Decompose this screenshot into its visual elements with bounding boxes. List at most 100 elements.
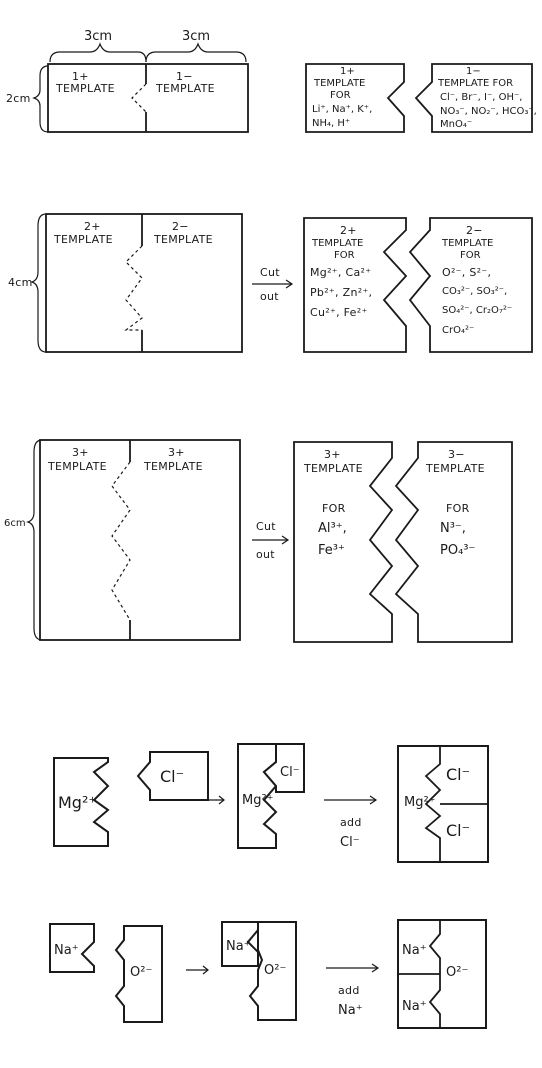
svg-text:Pb²⁺, Zn²⁺,: Pb²⁺, Zn²⁺, [310,286,372,299]
svg-text:2−: 2− [466,224,483,237]
dim-width-left: 3cm [84,29,112,44]
template-rect [39,439,241,641]
cut-1minus-text: 1− TEMPLATE FOR Cl⁻, Br⁻, I⁻, OH⁻, NO₃⁻,… [437,66,537,130]
template-rect [47,63,249,133]
blank-right-template: TEMPLATE [155,82,215,95]
blank-right-template: TEMPLATE [153,233,213,246]
svg-text:PO₄³⁻: PO₄³⁻ [440,543,475,558]
add-ion-label: Na⁺ [338,1003,363,1018]
mg-label-combined: Mg²⁺ [242,793,274,808]
cut-piece-2plus [303,217,408,353]
svg-text:Mg²⁺, Ca²⁺: Mg²⁺, Ca²⁺ [310,266,371,279]
cut-line [124,245,143,331]
blank-right-charge: 2− [172,220,189,233]
cut-3minus-text: 3− TEMPLATE FOR N³⁻, PO₄³⁻ [425,448,485,558]
cut-piece-3minus [394,441,513,643]
cl-label-combined: Cl⁻ [280,765,300,780]
o-label-final: O²⁻ [446,965,468,980]
cl-label: Cl⁻ [160,767,184,786]
arrow-label-cut: Cut [256,520,276,533]
arrow-label-cut: Cut [260,266,280,279]
svg-text:Li⁺, Na⁺, K⁺,: Li⁺, Na⁺, K⁺, [312,104,372,115]
svg-text:SO₄²⁻, Cr₂O₇²⁻: SO₄²⁻, Cr₂O₇²⁻ [442,305,512,316]
cl-label-final-2: Cl⁻ [446,821,470,840]
add-ion-label: Cl⁻ [340,835,360,850]
svg-text:TEMPLATE: TEMPLATE [311,238,363,249]
svg-text:FOR: FOR [334,250,355,261]
svg-text:FOR: FOR [446,502,470,515]
template-rect [45,213,243,353]
cut-line [111,461,131,621]
svg-text:Cu²⁺, Fe²⁺: Cu²⁺, Fe²⁺ [310,306,368,319]
dim-height: 6cm [4,518,26,529]
dim-height: 2cm [6,92,31,105]
svg-text:TEMPLATE: TEMPLATE [441,238,493,249]
dim-height: 4cm [8,276,33,289]
cl-tile-combined [262,743,305,793]
svg-text:1+: 1+ [340,66,355,77]
na-label-combined: Na⁺ [226,939,251,954]
blank-left-template: TEMPLATE [53,233,113,246]
height-brace [26,439,43,641]
mg-label: Mg²⁺ [58,793,97,812]
cut-1plus-text: 1+ TEMPLATE FOR Li⁺, Na⁺, K⁺, NH₄, H⁺ [312,66,372,129]
o-tile-combined [248,921,297,1021]
blank-right-charge: 1− [176,70,193,83]
height-brace [32,65,49,133]
row-3-cut-arrow: Cut out [252,520,290,561]
svg-text:3−: 3− [448,448,465,461]
mg-label-final: Mg²⁺ [404,795,436,810]
row-2-blank-template: 4cm 2+ TEMPLATE 2− TEMPLATE [8,213,243,353]
height-brace [30,213,47,353]
row-2-cut-templates: 2+ TEMPLATE FOR Mg²⁺, Ca²⁺ Pb²⁺, Zn²⁺, C… [303,217,533,353]
o-label-combined: O²⁻ [264,963,286,978]
arrow-label-out: out [256,548,275,561]
blank-left-charge: 3+ [72,446,89,459]
svg-text:FOR: FOR [460,250,481,261]
cut-3plus-text: 3+ TEMPLATE FOR Al³⁺, Fe³⁺ [303,448,363,558]
svg-text:1−: 1− [466,66,481,77]
svg-text:TEMPLATE: TEMPLATE [303,462,363,475]
svg-text:2+: 2+ [340,224,357,237]
cl-label-final-1: Cl⁻ [446,765,470,784]
o-label: O²⁻ [130,965,152,980]
svg-text:O²⁻, S²⁻,: O²⁻, S²⁻, [442,266,491,279]
width-brace-right [145,42,247,63]
svg-text:TEMPLATE: TEMPLATE [425,462,485,475]
row-3-cut-templates: 3+ TEMPLATE FOR Al³⁺, Fe³⁺ 3− TEMPLATE F… [293,441,513,643]
na-label-final-1: Na⁺ [402,943,427,958]
cut-piece-1minus [414,63,533,133]
svg-text:Cl⁻, Br⁻, I⁻, OH⁻,: Cl⁻, Br⁻, I⁻, OH⁻, [440,92,522,103]
svg-text:CrO₄²⁻: CrO₄²⁻ [442,325,474,336]
dim-width-right: 3cm [182,29,210,44]
row-1-cut-templates: 1+ TEMPLATE FOR Li⁺, Na⁺, K⁺, NH₄, H⁺ 1−… [305,63,537,133]
svg-text:NH₄, H⁺: NH₄, H⁺ [312,118,350,129]
svg-text:3+: 3+ [324,448,341,461]
svg-text:N³⁻,: N³⁻, [440,521,466,536]
o-tile [114,925,163,1023]
svg-text:NO₃⁻, NO₂⁻, HCO₃⁻,: NO₃⁻, NO₂⁻, HCO₃⁻, [440,106,537,117]
width-brace-left [49,42,147,63]
row-1-blank-template: 3cm 3cm 2cm 1+ TEMPLATE 1− TEMPLATE [6,29,249,133]
svg-text:MnO₄⁻: MnO₄⁻ [440,119,472,130]
svg-text:Al³⁺,: Al³⁺, [318,521,347,536]
add-label: add [338,984,360,997]
cut-2minus-text: 2− TEMPLATE FOR O²⁻, S²⁻, CO₃²⁻, SO₃²⁻, … [441,224,512,336]
cut-piece-3plus [293,441,394,643]
blank-left-charge: 2+ [84,220,101,233]
blank-left-template: TEMPLATE [55,82,115,95]
svg-text:CO₃²⁻, SO₃²⁻,: CO₃²⁻, SO₃²⁻, [442,286,507,297]
svg-text:TEMPLATE FOR: TEMPLATE FOR [437,78,513,89]
na-tile-combined [221,921,259,967]
cut-line [131,83,147,113]
blank-right-charge: 3+ [168,446,185,459]
svg-text:FOR: FOR [330,90,351,101]
example-na2o: Na⁺ O²⁻ Na⁺ O²⁻ add Na⁺ Na⁺ Na⁺ O²⁻ [49,919,487,1029]
blank-left-charge: 1+ [72,70,89,83]
add-label: add [340,816,362,829]
svg-text:FOR: FOR [322,502,346,515]
mg-tile [53,757,110,847]
svg-text:TEMPLATE: TEMPLATE [313,78,365,89]
cl-tile [136,751,209,801]
